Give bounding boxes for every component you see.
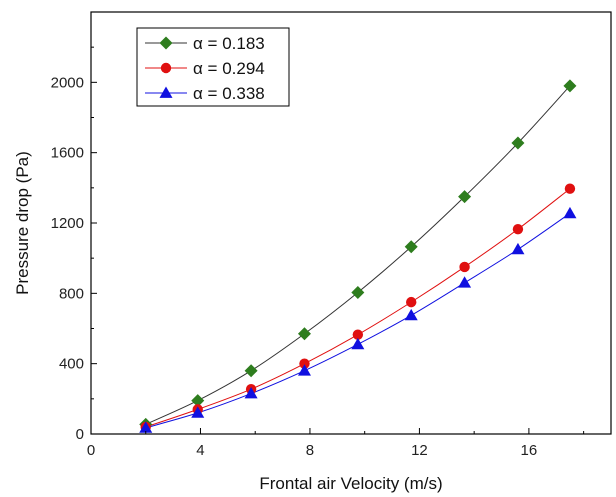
x-tick-label: 12 xyxy=(411,442,428,459)
series-3-point xyxy=(563,206,577,219)
series-1-point xyxy=(191,394,205,408)
series-3-point xyxy=(511,242,525,255)
series-2-point xyxy=(459,261,470,273)
series-3-point xyxy=(244,387,258,399)
y-tick-label: 1200 xyxy=(51,215,84,232)
x-tick-label: 0 xyxy=(87,442,95,459)
series-curves xyxy=(145,85,571,429)
series-2-point xyxy=(352,329,364,340)
x-axis: 0 4 8 12 16 xyxy=(87,428,585,459)
series-3-point xyxy=(297,364,311,376)
y-tick-label: 2000 xyxy=(51,74,84,91)
series-3-point xyxy=(191,406,205,418)
x-tick-label: 4 xyxy=(196,442,204,459)
series-3-point xyxy=(458,276,472,288)
plot-area xyxy=(90,11,612,435)
series-3-point xyxy=(351,337,365,350)
legend-marker-1 xyxy=(159,36,173,50)
series-3-point xyxy=(139,421,153,433)
legend-marker-3 xyxy=(159,86,173,98)
x-tick-label: 8 xyxy=(306,442,314,459)
y-tick-label: 800 xyxy=(59,285,84,302)
y-tick-label: 400 xyxy=(59,356,84,373)
x-tick-label: 16 xyxy=(521,442,538,459)
series-markers xyxy=(139,79,577,433)
series-3-point xyxy=(404,308,418,321)
y-axis-title: Pressure drop (Pa) xyxy=(13,151,32,295)
series-2-point xyxy=(299,358,310,369)
series-1-point xyxy=(563,79,577,93)
series-2-point xyxy=(406,296,417,308)
series-1-point xyxy=(351,285,365,299)
series-1-point xyxy=(297,327,311,341)
series-1-point xyxy=(511,136,525,150)
x-axis-title: Frontal air Velocity (m/s) xyxy=(259,474,442,493)
series-1-point xyxy=(244,364,258,378)
series-line-1 xyxy=(145,85,571,425)
series-2-point xyxy=(564,183,576,194)
series-line-3 xyxy=(145,212,571,429)
legend: α = 0.183 α = 0.294 α = 0.338 xyxy=(136,27,290,107)
legend-label-1: α = 0.183 xyxy=(193,34,265,53)
y-tick-label: 0 xyxy=(76,426,84,443)
legend-label-3: α = 0.338 xyxy=(193,84,265,103)
legend-label-2: α = 0.294 xyxy=(193,59,265,78)
series-1-point xyxy=(404,240,418,254)
series-line-2 xyxy=(145,188,571,428)
y-axis: 0 400 800 1200 1600 2000 xyxy=(51,46,97,443)
legend-marker-2 xyxy=(160,62,172,74)
y-tick-label: 1600 xyxy=(51,145,84,162)
series-2-point xyxy=(512,223,524,235)
series-1-point xyxy=(458,190,472,204)
